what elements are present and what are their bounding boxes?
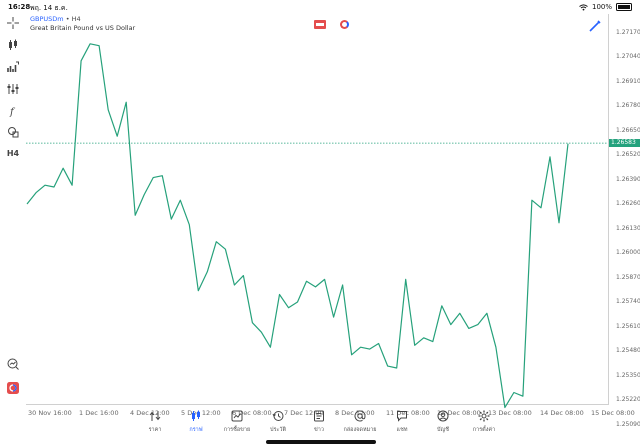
broker-logo-icon[interactable] — [6, 381, 20, 395]
nav-item-label: การตั้งค่า — [472, 427, 496, 433]
nav-item-label: แชท — [396, 427, 408, 433]
current-price-label: 1.26583 — [609, 139, 640, 148]
chart-header: GBPUSDm • H4 Great Britain Pound vs US D… — [30, 15, 136, 32]
account-icon — [437, 410, 449, 422]
nav-item-label: กล่องจดหมาย — [343, 427, 377, 433]
time-tick-label: 1 Dec 16:00 — [79, 409, 119, 417]
time-tick-label: 13 Dec 08:00 — [488, 409, 532, 417]
broker-badges — [314, 20, 349, 29]
price-tick-label: 1.26390 — [616, 175, 640, 183]
nav-item-label: ราคา — [148, 427, 162, 433]
home-indicator — [266, 440, 376, 444]
battery-percent: 100% — [591, 3, 612, 11]
nav-item-history[interactable]: ประวัติ — [258, 410, 298, 434]
price-tick-label: 1.26130 — [616, 224, 640, 232]
settings-icon — [478, 410, 490, 422]
price-tick-label: 1.25480 — [616, 347, 640, 354]
price-tick-label: 1.25090 — [616, 420, 640, 428]
signal-icon[interactable] — [340, 20, 349, 29]
nav-item-trade[interactable]: การซื้อขาย — [217, 410, 257, 434]
symbol-description: Great Britain Pound vs US Dollar — [30, 24, 136, 32]
nav-item-label: ประวัติ — [269, 427, 287, 433]
price-tick-label: 1.26780 — [616, 102, 640, 109]
nav-item-quotes[interactable]: ราคา — [135, 410, 175, 434]
chat-icon — [397, 411, 407, 422]
objects-icon[interactable] — [6, 125, 20, 139]
status-time: 16:28 — [8, 3, 31, 11]
time-tick-label: 14 Dec 08:00 — [540, 409, 584, 417]
svg-text:f: f — [9, 107, 16, 117]
price-axis: 1.27170 1.27040 1.26910 1.26780 1.26650 1.265… — [610, 14, 640, 428]
nav-item-chat[interactable]: แชท — [382, 410, 422, 434]
price-tick-label: 1.25350 — [616, 371, 640, 379]
chart-toolbar: f H4 — [0, 14, 26, 404]
quotes-icon — [149, 411, 161, 421]
nav-item-label: การซื้อขาย — [223, 427, 251, 433]
one-click-trading-icon[interactable] — [314, 20, 326, 29]
candlestick-icon[interactable] — [6, 38, 20, 52]
pencil-icon[interactable] — [589, 20, 601, 32]
time-tick-label: 8 Dec 12:00 — [335, 409, 375, 417]
price-tick-label: 1.26000 — [616, 249, 640, 256]
nav-item-news[interactable]: ข่าว — [299, 410, 339, 434]
price-tick-label: 1.25870 — [616, 273, 640, 281]
price-tick-label: 1.26520 — [616, 151, 640, 158]
time-tick-label: 12 Dec 08:00 — [437, 409, 481, 417]
price-tick-label: 1.26910 — [616, 77, 640, 85]
battery-icon — [616, 3, 632, 11]
time-tick-label: 5 Dec 12:00 — [181, 409, 221, 417]
settings-sliders-icon[interactable] — [6, 82, 20, 96]
status-bar: 16:28 พฤ. 14 ธ.ค. 100% — [0, 0, 640, 14]
function-icon[interactable]: f — [6, 104, 20, 118]
mailbox-icon — [354, 410, 366, 422]
chart-icon — [192, 410, 200, 421]
price-tick-label: 1.25220 — [616, 396, 640, 403]
nav-item-mailbox[interactable]: กล่องจดหมาย — [340, 410, 380, 434]
nav-item-label: ข่าว — [314, 427, 324, 433]
price-tick-label: 1.27040 — [616, 53, 640, 60]
zoom-chart-icon[interactable] — [6, 357, 20, 371]
price-tick-label: 1.25740 — [616, 298, 640, 305]
indicators-icon[interactable] — [6, 60, 20, 74]
nav-item-label: บัญชี — [437, 427, 449, 433]
chart-area[interactable] — [26, 14, 609, 405]
status-date: พฤ. 14 ธ.ค. — [30, 4, 68, 12]
bottom-navigation: ราคา กราฟ การซื้อขาย ประวัติ ข่าว กล่องจดหมาย… — [0, 404, 640, 447]
history-icon — [272, 411, 284, 421]
price-tick-label: 1.27170 — [616, 28, 640, 36]
time-tick-label: 30 Nov 16:00 — [28, 409, 72, 417]
time-tick-label: 6 Dec 08:00 — [232, 409, 272, 417]
time-tick-label: 4 Dec 12:00 — [130, 409, 170, 417]
nav-item-label: กราฟ — [189, 427, 203, 433]
price-tick-label: 1.25610 — [616, 322, 640, 330]
timeframe-h4-button[interactable]: H4 — [6, 148, 20, 158]
news-icon — [314, 410, 324, 422]
nav-item-account[interactable]: บัญชี — [423, 410, 463, 434]
nav-item-settings[interactable]: การตั้งค่า — [464, 410, 504, 434]
time-tick-label: 7 Dec 12:00 — [284, 409, 324, 417]
price-tick-label: 1.26650 — [616, 126, 640, 134]
status-right: 100% — [579, 3, 632, 11]
trade-icon — [231, 410, 243, 422]
nav-item-chart[interactable]: กราฟ — [176, 410, 216, 434]
price-line-series — [26, 43, 569, 409]
time-tick-label: 11 Dec 08:00 — [386, 409, 430, 417]
wifi-icon — [579, 3, 588, 10]
price-tick-label: 1.26260 — [616, 200, 640, 207]
symbol-name[interactable]: GBPUSDm — [30, 15, 64, 23]
crosshair-icon[interactable] — [6, 16, 20, 30]
timeframe-label: H4 — [71, 15, 81, 23]
time-tick-label: 15 Dec 08:00 — [591, 409, 635, 417]
